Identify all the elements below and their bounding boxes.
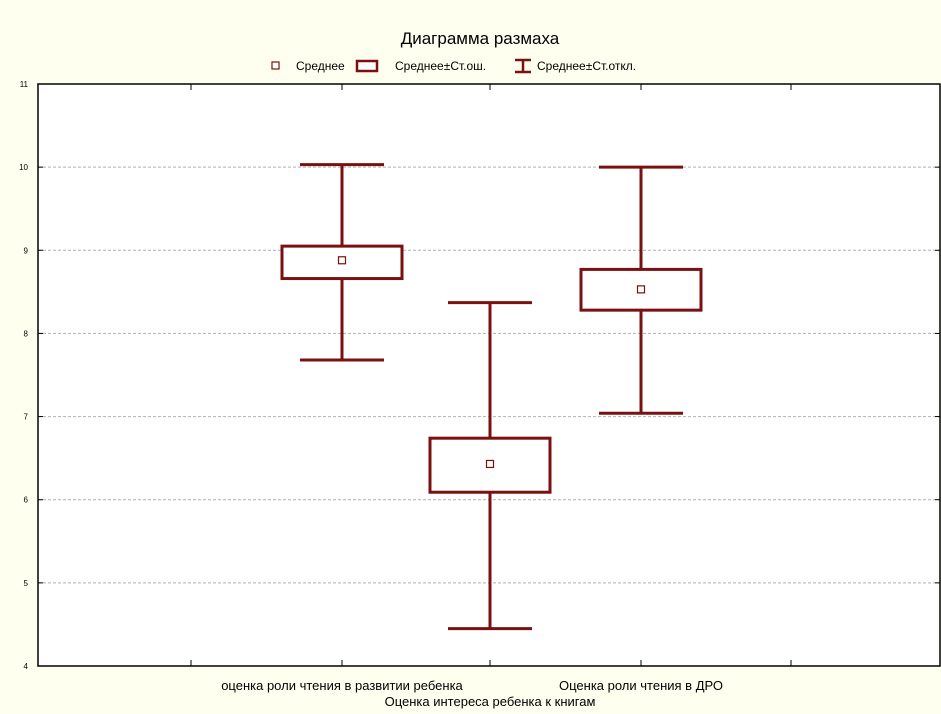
legend: Среднее Среднее±Ст.ош. Среднее±Ст.откл. <box>271 58 636 74</box>
mean-marker <box>636 285 646 294</box>
box-group-3 <box>579 165 703 415</box>
y-tick-label-6: 6 <box>24 496 29 505</box>
y-tick-label-4: 4 <box>24 662 29 671</box>
category-label-2: Оценка интереса ребенка к книгам <box>385 694 596 709</box>
legend-mean-marker-icon <box>271 61 280 70</box>
category-label-1: оценка роли чтения в развитии ребенка <box>221 678 463 693</box>
legend-label-2: Среднее±Ст.ош. <box>395 59 486 73</box>
y-tick-label-8: 8 <box>24 329 29 338</box>
box-group-2 <box>428 301 552 631</box>
category-label-3: Оценка роли чтения в ДРО <box>559 678 723 693</box>
y-tick-label-5: 5 <box>24 579 29 588</box>
y-tick-label-10: 10 <box>19 163 28 172</box>
plot-frame <box>37 83 941 667</box>
mean-marker <box>337 256 347 265</box>
mean-marker <box>485 459 495 469</box>
y-tick-label-9: 9 <box>24 246 29 255</box>
y-tick-label-11: 11 <box>20 80 29 89</box>
plot-area: 4 5 6 7 8 9 10 11 оценка роли чтения в развитии … <box>19 80 941 709</box>
legend-se-box-icon <box>355 59 379 73</box>
legend-label-1: Среднее <box>296 59 345 73</box>
y-tick-label-7: 7 <box>24 413 29 422</box>
chart-title: Диаграмма размаха <box>401 29 560 48</box>
legend-label-3: Среднее±Ст.откл. <box>537 59 636 73</box>
box-group-1 <box>280 163 404 362</box>
